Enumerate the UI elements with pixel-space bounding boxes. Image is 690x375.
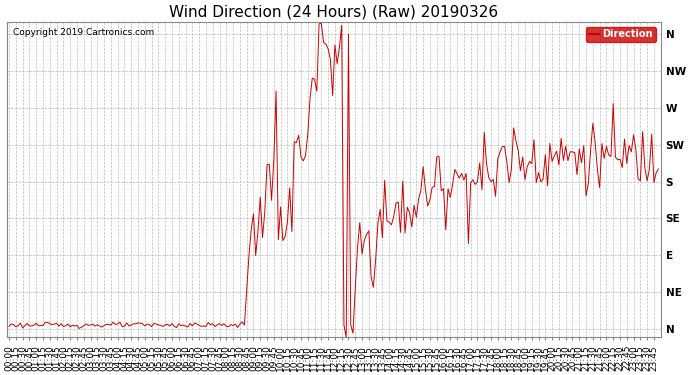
- Title: Wind Direction (24 Hours) (Raw) 20190326: Wind Direction (24 Hours) (Raw) 20190326: [169, 4, 498, 19]
- Legend: Direction: Direction: [586, 27, 656, 42]
- Text: Copyright 2019 Cartronics.com: Copyright 2019 Cartronics.com: [13, 28, 155, 37]
